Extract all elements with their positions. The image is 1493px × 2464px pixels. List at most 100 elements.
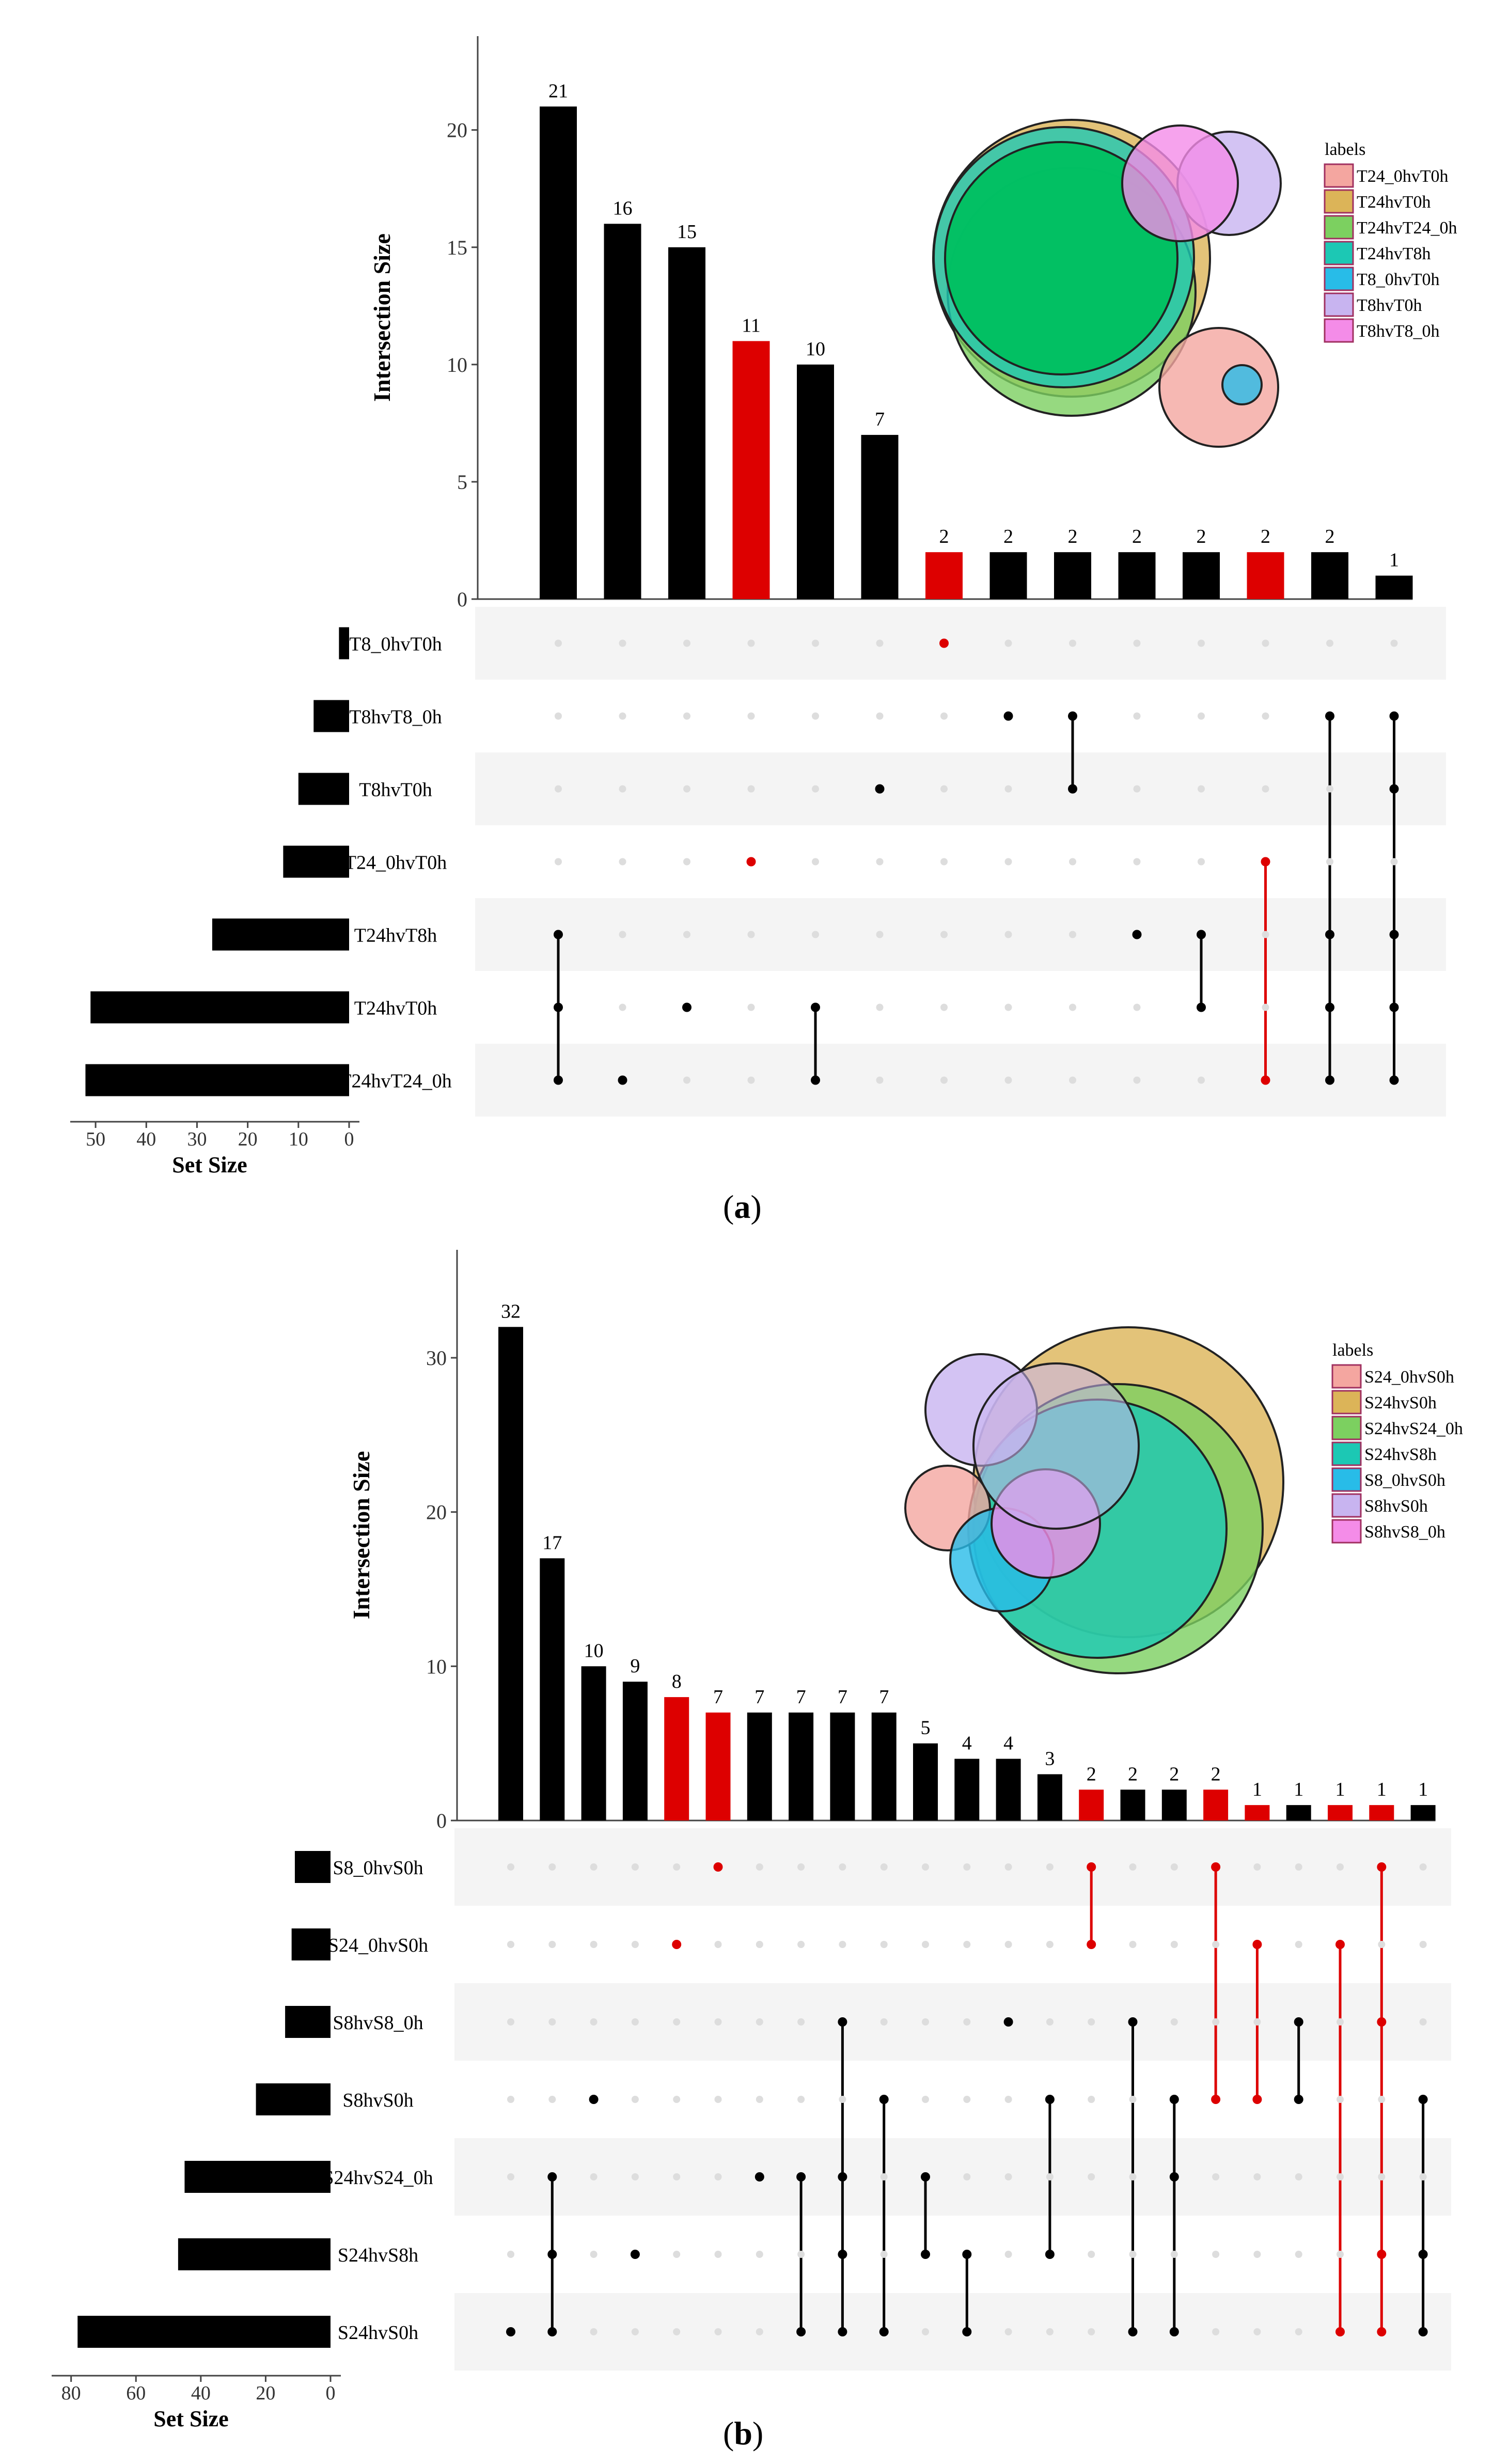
matrix-dot-inactive — [1133, 639, 1141, 647]
matrix-dot-active — [506, 2327, 515, 2336]
intersection-value-label: 1 — [1335, 1779, 1345, 1800]
set-size-tick-label: 40 — [191, 2382, 211, 2404]
matrix-dot-inactive — [1198, 858, 1205, 866]
matrix-dot-inactive — [1133, 858, 1141, 866]
legend-swatch — [1331, 1416, 1362, 1440]
intersection-bar — [996, 1759, 1021, 1820]
matrix-dot-inactive — [1004, 1076, 1012, 1084]
intersection-value-label: 7 — [796, 1686, 806, 1708]
matrix-dot-inactive — [631, 1863, 639, 1871]
matrix-dot-inactive — [683, 1076, 690, 1084]
legend-swatch — [1324, 266, 1354, 291]
legend-label: S24hvS24_0h — [1364, 1419, 1463, 1438]
matrix-dot-active — [547, 2172, 557, 2181]
matrix-dot-active — [838, 2327, 847, 2336]
intersection-value-label: 3 — [1045, 1748, 1055, 1769]
matrix-dot-inactive — [1133, 785, 1141, 793]
matrix-dot-active — [1377, 2017, 1387, 2027]
matrix-dot-inactive — [590, 2173, 598, 2180]
set-size-bar — [90, 991, 350, 1024]
intersection-bar — [1118, 552, 1156, 599]
intersection-value-label: 8 — [672, 1671, 682, 1692]
matrix-dot-active — [1169, 2172, 1179, 2181]
matrix-dot-active — [921, 2172, 930, 2181]
intersection-bar — [861, 435, 899, 599]
matrix-dot-active — [1377, 2250, 1387, 2259]
matrix-dot-inactive — [1133, 1003, 1141, 1011]
matrix-dot-inactive — [1004, 1003, 1012, 1011]
matrix-dot-inactive — [619, 639, 626, 647]
matrix-dot-inactive — [1262, 785, 1269, 793]
matrix-dot-inactive — [876, 931, 884, 938]
matrix-dot-active — [618, 1075, 627, 1085]
matrix-dot-inactive — [880, 2018, 888, 2026]
matrix-dot-active — [838, 2250, 847, 2259]
matrix-dot-inactive — [1088, 2328, 1095, 2335]
matrix-row-stripe — [475, 752, 1446, 825]
venn-inset — [932, 119, 1282, 448]
matrix-dot-inactive — [1253, 1863, 1261, 1871]
intersection-bar — [1410, 1805, 1436, 1820]
matrix-dot-inactive — [1170, 2018, 1178, 2026]
matrix-dot-inactive — [548, 1863, 556, 1871]
matrix-dot-inactive — [756, 1941, 763, 1948]
matrix-dot-active — [962, 2250, 972, 2259]
intersection-bar — [1369, 1805, 1394, 1820]
matrix-dot-active — [1003, 711, 1013, 721]
intersection-value-label: 17 — [542, 1532, 562, 1553]
legend-label: S24_0hvS0h — [1364, 1368, 1454, 1387]
matrix-dot-inactive — [1170, 1941, 1178, 1948]
intersection-bar — [1247, 552, 1284, 599]
intersection-bar — [540, 1558, 565, 1820]
matrix-dot-inactive — [940, 785, 948, 793]
matrix-dot-inactive — [1170, 2251, 1178, 2258]
y-tick-label: 20 — [426, 1501, 447, 1524]
matrix-dot-active — [1377, 2327, 1387, 2336]
set-size-bar — [339, 627, 349, 660]
legend-label: T24hvT8h — [1357, 244, 1431, 263]
matrix-dot-inactive — [756, 2328, 763, 2335]
legend-swatch — [1324, 163, 1354, 188]
intersection-bar — [747, 1712, 772, 1820]
matrix-dot-active — [554, 1075, 563, 1085]
matrix-dot-inactive — [631, 2328, 639, 2335]
intersection-bar — [1161, 1790, 1187, 1820]
matrix-dot-inactive — [756, 1863, 763, 1871]
set-name-label: T24_0hvT0h — [344, 852, 447, 874]
matrix-dot-inactive — [1337, 1863, 1344, 1871]
matrix-dot-inactive — [797, 2251, 805, 2258]
matrix-dot-inactive — [1326, 639, 1333, 647]
matrix-dot-inactive — [1295, 1941, 1302, 1948]
matrix-dot-inactive — [683, 858, 690, 866]
matrix-dot-active — [1418, 2095, 1428, 2104]
intersection-bar — [789, 1712, 814, 1820]
matrix-dot-inactive — [797, 2096, 805, 2103]
matrix-dot-inactive — [714, 2096, 722, 2103]
matrix-dot-active — [879, 2327, 889, 2336]
matrix-dot-inactive — [1046, 1941, 1054, 1948]
y-tick-label: 10 — [426, 1655, 447, 1678]
set-name-label: S8_0hvS0h — [333, 1857, 423, 1879]
intersection-value-label: 2 — [1211, 1763, 1221, 1785]
matrix-dot-inactive — [590, 1941, 598, 1948]
set-size-axis-title: Set Size — [153, 2406, 228, 2431]
matrix-dot-inactive — [1262, 639, 1269, 647]
matrix-dot-inactive — [922, 1863, 929, 1871]
intersection-bar — [1037, 1774, 1062, 1820]
matrix-dot-inactive — [590, 1863, 598, 1871]
set-size-tick-label: 0 — [344, 1128, 354, 1150]
legend-label: S24hvS8h — [1364, 1445, 1437, 1464]
matrix-dot-active — [1325, 1002, 1334, 1012]
matrix-dot-inactive — [876, 858, 884, 866]
matrix-dot-active — [547, 2250, 557, 2259]
matrix-dot-active — [1389, 1075, 1399, 1085]
legend-swatch — [1331, 1467, 1362, 1492]
matrix-dot-inactive — [1069, 1076, 1076, 1084]
intersection-value-label: 2 — [1197, 526, 1206, 547]
matrix-dot-inactive — [1253, 2251, 1261, 2258]
intersection-bar — [954, 1759, 980, 1820]
set-size-bar — [285, 2006, 331, 2038]
matrix-dot-inactive — [1004, 1863, 1012, 1871]
matrix-dot-active — [1294, 2017, 1303, 2027]
